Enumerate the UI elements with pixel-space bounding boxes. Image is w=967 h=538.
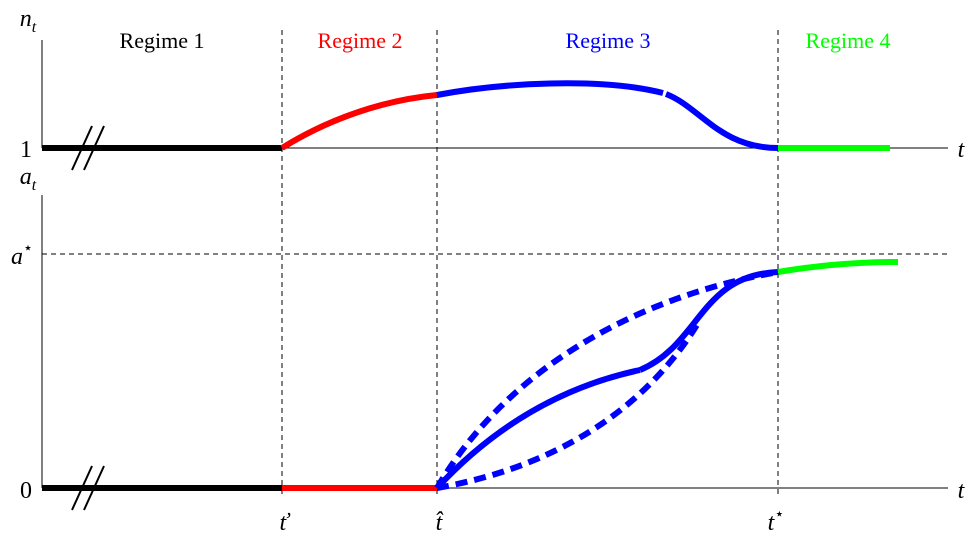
top-regime3-curve-a [436, 80, 664, 98]
regime-3-label: Regime 3 [566, 28, 651, 53]
bottom-x-label: t [958, 478, 966, 504]
bottom-baseline-tick: 0 [20, 478, 32, 504]
top-regime2-curve [280, 92, 438, 151]
bottom-regime3-dotted-upper [434, 269, 779, 490]
top-x-label: t [958, 137, 966, 163]
bottom-regime3-solid-b [638, 269, 779, 373]
regime-1-label: Regime 1 [120, 28, 205, 53]
regime-2-label: Regime 2 [318, 28, 403, 53]
tick-t-hat: t̂ [436, 510, 444, 536]
bottom-y-label: at [20, 164, 37, 194]
tick-t-star: t⋆ [768, 506, 785, 536]
tick-t-check: ť [280, 510, 291, 536]
top-baseline-tick: 1 [20, 137, 32, 163]
top-axis-break-mark [71, 125, 105, 171]
top-regime3-curve-b [664, 91, 779, 151]
top-y-label: nt [20, 6, 37, 36]
bottom-axis-break-mark [71, 465, 105, 511]
regime-4-label: Regime 4 [806, 28, 891, 53]
bottom-regime3-dotted-lower [436, 318, 703, 491]
asymptote-label: a⋆ [11, 240, 33, 270]
bottom-regime3-solid-a [434, 367, 641, 491]
bottom-regime4-curve [777, 259, 899, 275]
